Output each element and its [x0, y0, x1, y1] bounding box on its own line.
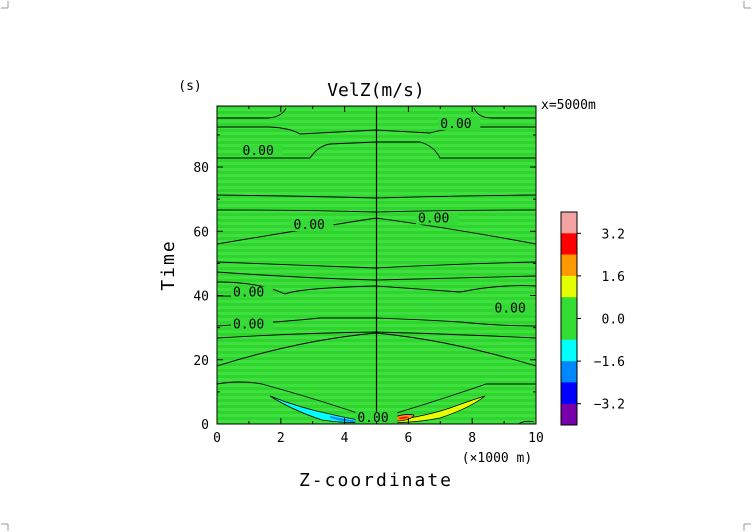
x-unit-label: (×1000 m)	[462, 451, 532, 466]
colorbar-tick-label: 1.6	[602, 270, 625, 285]
colorbar-swatch	[561, 212, 577, 234]
x-tick-label: 10	[528, 431, 544, 446]
contour-line	[217, 381, 373, 419]
colorbar-swatch	[561, 318, 577, 341]
y-axis: 0 20 40 60 80	[193, 134, 536, 433]
colorbar-tick-label: 3.2	[602, 227, 625, 242]
colorbar-swatch	[561, 297, 577, 319]
contour-label: 0.00	[230, 318, 273, 333]
x-tick-label: 4	[341, 431, 349, 446]
y-tick-label: 20	[193, 354, 209, 369]
y-axis-label: Time	[158, 239, 179, 290]
contour-label-bg	[230, 318, 273, 331]
y-tick-label: 60	[193, 225, 209, 240]
colorbar-swatch	[561, 254, 577, 277]
contour-label-bg	[438, 117, 481, 130]
contour-line	[217, 107, 287, 119]
negative-lobe-blue	[330, 416, 364, 423]
colorbar-swatch	[561, 275, 577, 298]
corner-mark-bl	[1, 523, 9, 531]
colorbar-tick-label: 0.0	[602, 313, 625, 328]
contour-labels: 0.00 0.00 0.00 0.00 0.00 0.00 0.00 0.00	[230, 117, 535, 426]
positive-lobe-red	[398, 416, 409, 419]
contour-label-text: 0.00	[357, 411, 388, 426]
chart-title: VelZ(m/s)	[327, 80, 425, 101]
contour-label-text: 0.00	[440, 117, 471, 132]
colorbar-tick-label: −3.2	[594, 398, 625, 413]
plot-area: 0.00 0.00 0.00 0.00 0.00 0.00 0.00 0.00	[216, 105, 537, 426]
colorbar-swatch	[561, 233, 577, 255]
contour-label-bg	[240, 145, 283, 158]
contour-label: 0.00	[415, 212, 458, 227]
contour-line	[473, 107, 536, 119]
y-unit-label: (s)	[178, 79, 201, 94]
colorbar-swatch	[561, 361, 577, 383]
x-tick-label: 8	[468, 431, 476, 446]
contour-label-text: 0.00	[233, 286, 264, 301]
contour-label-bg	[492, 302, 535, 315]
corner-mark-tl	[1, 1, 9, 9]
contour-label: 0.00	[240, 144, 283, 159]
contour-label-text: 0.00	[294, 218, 325, 233]
contour-label: 0.00	[355, 411, 398, 426]
y-tick-label: 40	[193, 290, 209, 305]
contour-label-text: 0.00	[495, 302, 526, 317]
x-tick-label: 2	[277, 431, 285, 446]
x-position-annotation: x=5000m	[541, 98, 596, 113]
x-axis-label: Z-coordinate	[299, 470, 453, 491]
corner-mark-br	[743, 523, 751, 531]
x-tick-label: 6	[404, 431, 412, 446]
contour-label-bg	[355, 411, 398, 424]
contour-label: 0.00	[492, 302, 535, 317]
contour-label: 0.00	[230, 286, 273, 301]
positive-lobe-yellow	[379, 395, 486, 423]
contour-label-text: 0.00	[233, 318, 264, 333]
colorbar: 3.2 1.6 0.0 −1.6 −3.2	[560, 211, 625, 426]
contour-label-text: 0.00	[418, 212, 449, 227]
y-tick-label: 0	[201, 418, 209, 433]
y-tick-label: 80	[193, 161, 209, 176]
contour-label-bg	[415, 212, 458, 225]
corner-mark-tr	[743, 1, 751, 9]
contour-label: 0.00	[438, 117, 481, 132]
contour-label: 0.00	[291, 218, 334, 233]
colorbar-swatch	[561, 382, 577, 404]
contour-label-text: 0.00	[243, 144, 274, 159]
contour-line	[517, 420, 535, 424]
colorbar-swatch	[561, 403, 577, 426]
contour-label-bg	[230, 286, 273, 299]
x-axis: 0 2 4 6 8 10	[213, 106, 544, 446]
x-tick-label: 0	[213, 431, 221, 446]
colorbar-swatch	[561, 339, 577, 362]
contour-label-bg	[291, 219, 334, 232]
colorbar-tick-label: −1.6	[594, 355, 625, 370]
